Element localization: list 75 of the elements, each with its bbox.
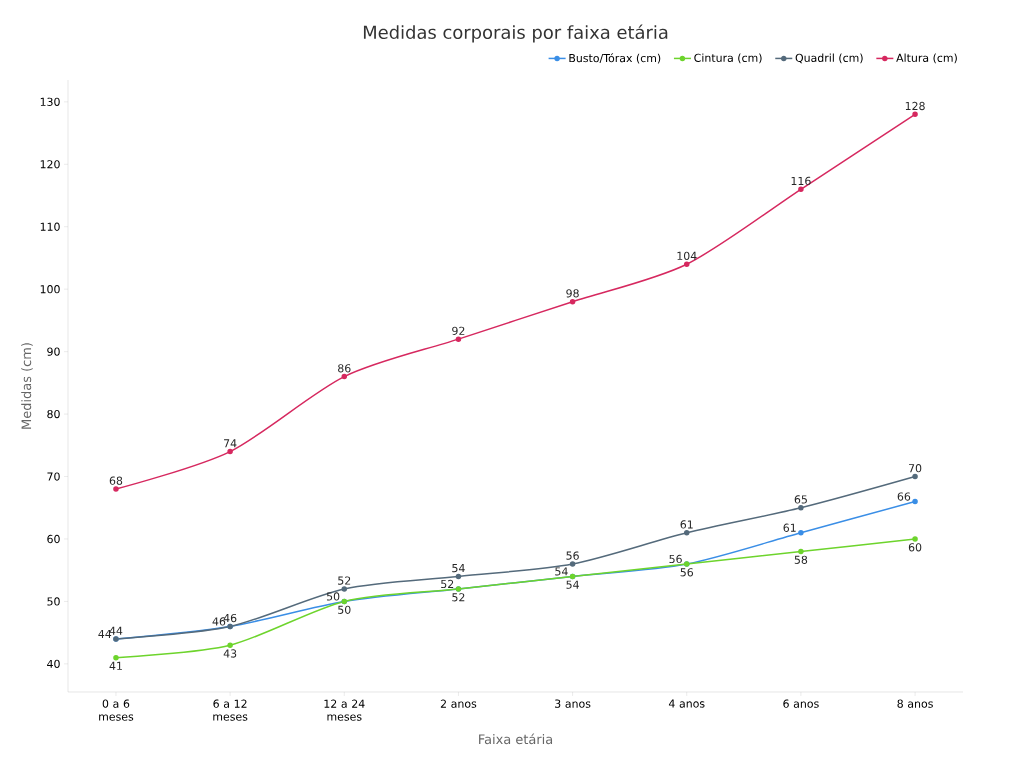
chart-title: Medidas corporais por faixa etária <box>363 24 668 43</box>
y-tick-label: 120 <box>40 160 60 169</box>
x-tick-label: 2 anos <box>440 699 477 708</box>
data-label: 54 <box>566 580 579 589</box>
point <box>569 561 576 567</box>
data-label: 52 <box>452 593 465 602</box>
point <box>684 529 690 536</box>
data-label: 60 <box>908 543 922 552</box>
data-label: 56 <box>680 568 694 577</box>
data-label: 86 <box>338 364 351 373</box>
legend-label: Quadril (cm) <box>795 53 863 64</box>
data-label: 98 <box>566 289 579 298</box>
point <box>455 573 462 580</box>
y-tick-label: 110 <box>40 222 60 231</box>
y-tick-label: 70 <box>47 472 60 481</box>
point <box>912 536 918 542</box>
y-tick-label: 90 <box>47 347 60 356</box>
point <box>455 336 462 342</box>
legend-label: Cintura (cm) <box>694 53 762 64</box>
x-tick-label: 3 anos <box>555 699 591 708</box>
point <box>113 486 119 492</box>
y-tick-label: 100 <box>40 285 60 294</box>
data-label: 44 <box>98 629 112 638</box>
point <box>569 298 576 305</box>
point <box>113 654 119 661</box>
data-label: 50 <box>326 592 340 601</box>
data-label: 54 <box>452 564 465 573</box>
data-label: 41 <box>109 661 122 670</box>
x-axis-title: Faixa etária <box>479 733 553 745</box>
data-label: 54 <box>555 567 568 576</box>
y-tick-label: 60 <box>47 534 60 544</box>
data-label: 52 <box>441 579 454 589</box>
data-label: 43 <box>223 649 237 658</box>
point <box>912 473 918 480</box>
data-label: 74 <box>224 439 237 448</box>
point <box>227 642 233 648</box>
data-label: 61 <box>783 523 796 532</box>
y-tick-label: 80 <box>47 409 60 419</box>
y-axis-title: Medidas (cm) <box>21 343 33 429</box>
y-tick-label: 40 <box>47 659 60 669</box>
data-label: 104 <box>677 251 697 261</box>
point <box>341 373 348 380</box>
data-label: 92 <box>452 326 465 335</box>
y-tick-label: 130 <box>40 97 60 106</box>
legend-label: Altura (cm) <box>896 53 957 64</box>
point <box>798 548 804 555</box>
point <box>684 261 690 267</box>
y-tick-label: 50 <box>47 597 60 606</box>
x-tick-label: 8 anos <box>897 699 933 708</box>
data-label: 52 <box>338 576 351 585</box>
point <box>341 586 348 592</box>
point <box>912 498 918 505</box>
point <box>227 448 233 455</box>
x-tick-label: 12 a 24 meses <box>324 699 365 721</box>
data-label: 116 <box>791 176 811 186</box>
x-tick-label: 0 a 6 meses <box>99 699 134 721</box>
x-tick-label: 6 anos <box>783 699 819 708</box>
x-tick-label: 4 anos <box>668 699 705 708</box>
point <box>798 505 804 511</box>
data-label: 65 <box>794 495 807 504</box>
data-label: 128 <box>905 101 925 111</box>
data-label: 56 <box>566 551 579 560</box>
data-label: 56 <box>669 554 682 564</box>
data-label: 70 <box>909 464 922 473</box>
data-label: 50 <box>338 605 351 614</box>
data-label: 44 <box>109 626 123 635</box>
point <box>798 529 804 536</box>
x-tick-label: 6 a 12 meses <box>213 699 248 721</box>
data-label: 61 <box>680 520 693 529</box>
point <box>798 186 804 193</box>
legend-label: Busto/Tórax (cm) <box>569 53 661 64</box>
point <box>912 111 918 118</box>
data-label: 58 <box>794 555 808 564</box>
data-label: 66 <box>897 492 911 501</box>
data-label: 68 <box>109 476 123 485</box>
